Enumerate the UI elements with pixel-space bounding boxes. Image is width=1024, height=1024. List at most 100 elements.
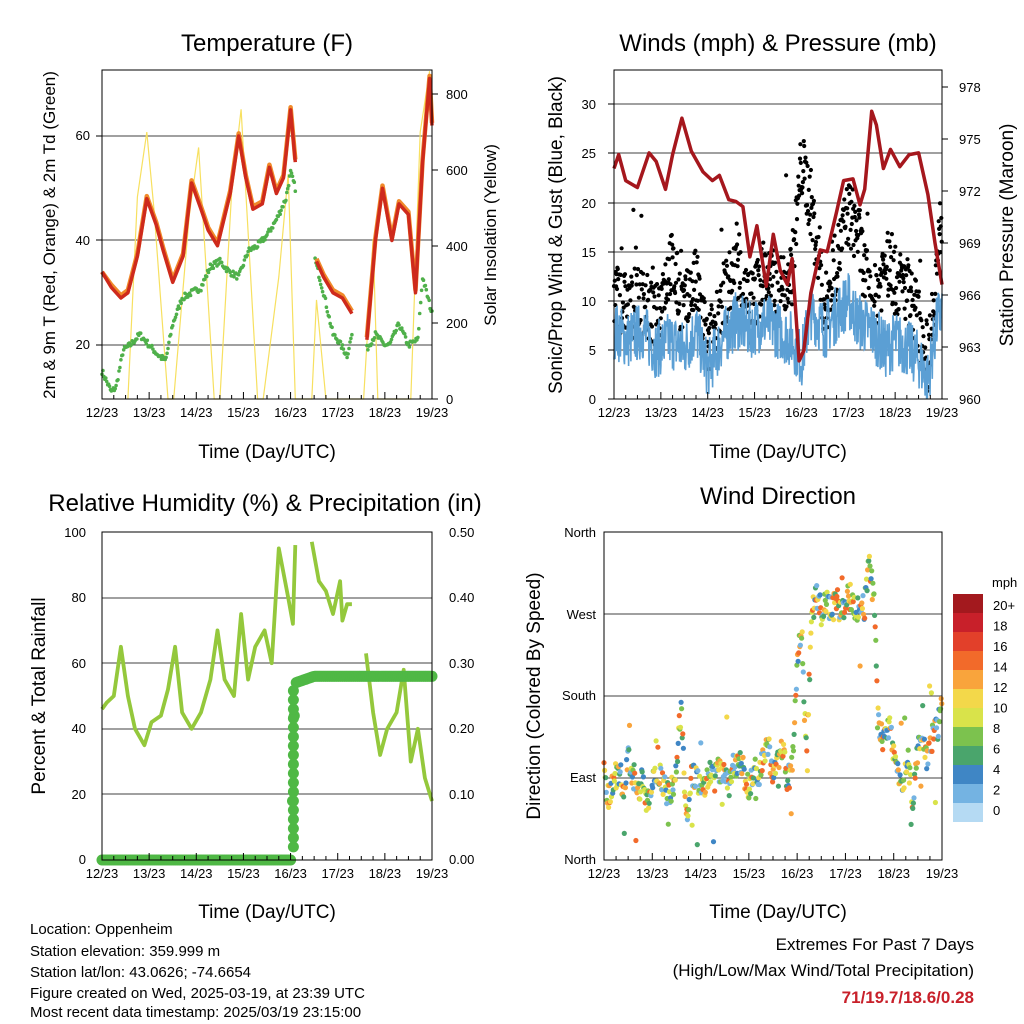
gust-point <box>889 232 895 237</box>
dewpoint-point <box>107 384 112 389</box>
gust-point <box>929 291 935 297</box>
winds-pressure-panel: Winds (mph) & Pressure (mb) 12/23 13/23 14… <box>546 30 1018 463</box>
wind-direction-point <box>681 789 688 795</box>
gust-point <box>933 291 938 296</box>
gust-point <box>736 295 741 300</box>
gust-point <box>756 268 761 273</box>
gust-point <box>840 213 845 218</box>
wind-direction-point <box>873 637 879 643</box>
wind-direction-point <box>617 769 623 775</box>
wind-direction-point <box>872 624 878 630</box>
dewpoint-point <box>113 386 117 391</box>
gust-point <box>618 272 623 277</box>
wind-direction-point <box>921 736 928 742</box>
dewpoint-point <box>219 260 224 265</box>
dewpoint-point <box>150 343 154 348</box>
dewpoint-point <box>121 348 126 352</box>
wind-direction-point <box>912 775 918 781</box>
gust-point <box>802 176 807 181</box>
wind-direction-point <box>875 705 881 711</box>
gust-point <box>801 169 806 174</box>
wind-direction-point <box>738 760 744 767</box>
wind-direction-point <box>873 663 879 669</box>
pressure-y-tick: 963 <box>959 340 981 355</box>
precipitation-point <box>287 823 299 834</box>
gust-point <box>813 246 818 252</box>
gust-point <box>775 280 780 285</box>
gust-point <box>796 174 801 179</box>
gust-point <box>792 237 797 242</box>
wind-direction-point <box>623 780 629 786</box>
humidity-precip-panel: Relative Humidity (%) & Precipitation (i… <box>29 490 482 923</box>
x-tick-label: 16/23 <box>785 405 818 420</box>
gust-point <box>737 285 742 290</box>
gust-point <box>802 143 807 149</box>
wind-direction-point <box>872 612 878 619</box>
wind-direction-point <box>848 607 855 613</box>
wind-direction-point <box>911 795 917 801</box>
dewpoint-point <box>338 339 343 344</box>
legend-swatch <box>953 708 983 727</box>
gust-point <box>718 288 723 293</box>
gust-point <box>706 331 712 336</box>
x-tick-label: 18/23 <box>879 405 912 420</box>
dewpoint-point <box>255 245 260 249</box>
gust-point <box>657 306 663 311</box>
gust-point <box>864 256 869 261</box>
wind-direction-point <box>790 748 797 754</box>
wind-direction-point <box>808 630 814 636</box>
gust-point <box>829 286 834 291</box>
humidity-y-tick: 0 <box>79 852 86 867</box>
legend-label: 14 <box>993 660 1007 675</box>
pressure-y-tick: 966 <box>959 288 981 303</box>
precipitation-point <box>287 841 299 853</box>
gust-point <box>898 252 903 257</box>
solar-y-tick: 0 <box>446 392 453 407</box>
wind-direction-point <box>847 581 853 587</box>
wind-direction-point <box>895 761 901 767</box>
gust-point <box>763 253 768 258</box>
dewpoint-point <box>218 256 222 261</box>
wind-direction-point <box>637 796 643 802</box>
gust-point <box>884 276 889 281</box>
temperature-y-axis-label: 2m & 9m T (Red, Orange) & 2m Td (Green) <box>40 71 59 399</box>
dewpoint-point <box>279 208 283 213</box>
wind-direction-point <box>818 622 824 628</box>
wind-direction-title: Wind Direction <box>700 483 856 510</box>
gust-point <box>634 282 639 287</box>
wind-direction-point <box>657 780 663 787</box>
humidity-plot-frame <box>101 531 433 861</box>
gust-point <box>843 224 848 229</box>
dewpoint-point <box>245 253 249 257</box>
legend-swatch <box>953 803 983 822</box>
gust-point <box>913 278 919 283</box>
dewpoint-point <box>284 198 288 203</box>
wind-direction-point <box>801 717 808 724</box>
wind-direction-point <box>606 804 612 811</box>
dewpoint-point <box>235 277 239 281</box>
wind-direction-point <box>670 791 677 797</box>
gust-point <box>872 303 877 308</box>
legend-swatch <box>953 651 983 670</box>
wind-direction-point <box>758 772 764 778</box>
wind-direction-point <box>792 698 798 704</box>
gust-point <box>901 280 906 285</box>
wind-direction-point <box>728 774 734 780</box>
gust-point <box>816 234 821 240</box>
gust-point <box>837 260 842 266</box>
gust-point <box>842 197 847 202</box>
solar-y-tick: 600 <box>446 163 468 178</box>
wind-direction-point <box>771 775 777 781</box>
gust-point <box>889 255 894 260</box>
gust-point <box>908 313 913 318</box>
gust-point <box>878 284 883 289</box>
wind-direction-point <box>782 749 788 755</box>
gust-point <box>784 173 789 178</box>
dewpoint-point <box>320 289 325 294</box>
precipitation-point <box>287 813 299 825</box>
wind-direction-point <box>823 608 829 615</box>
gust-point <box>654 282 660 287</box>
wind-direction-point <box>665 821 671 827</box>
gust-point <box>620 300 626 305</box>
dewpoint-point <box>389 337 394 342</box>
